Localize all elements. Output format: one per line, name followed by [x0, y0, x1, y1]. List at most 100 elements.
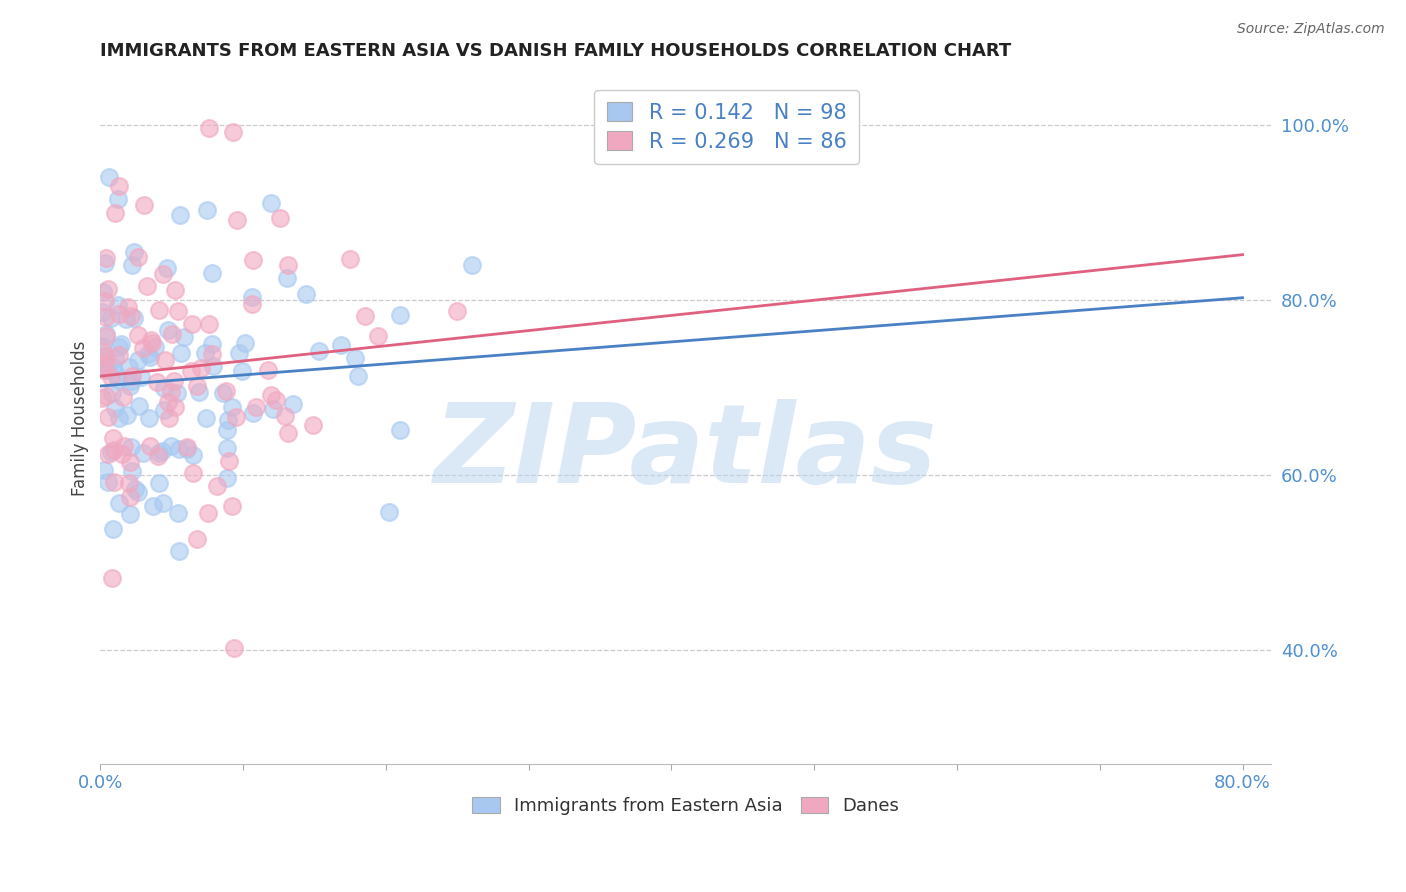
Point [105, 367, 128, 381]
Point [121, 464, 143, 478]
Point [91, 345, 114, 359]
Point [215, 442, 238, 456]
Point [94, 361, 117, 376]
Point [163, 374, 186, 388]
Point [353, 310, 375, 324]
Point [143, 340, 166, 354]
Point [195, 203, 218, 218]
Point [139, 351, 162, 365]
Point [260, 195, 283, 210]
Point [93, 463, 115, 477]
Point [446, 304, 468, 318]
Point [197, 506, 219, 520]
Point [176, 440, 198, 454]
Point [101, 431, 124, 445]
Point [101, 571, 124, 585]
Point [176, 442, 198, 456]
Point [162, 327, 184, 342]
Point [240, 297, 263, 311]
Point [389, 309, 412, 323]
Point [90, 339, 112, 353]
Point [104, 401, 127, 416]
Point [156, 260, 179, 275]
Point [91, 305, 114, 319]
Point [228, 346, 250, 360]
Point [107, 192, 129, 206]
Point [153, 402, 176, 417]
Point [112, 390, 135, 404]
Point [118, 476, 141, 491]
Point [94, 357, 117, 371]
Point [283, 397, 305, 411]
Point [131, 445, 153, 459]
Point [180, 364, 202, 378]
Point [153, 352, 176, 367]
Point [93, 349, 115, 363]
Point [118, 507, 141, 521]
Point [226, 212, 249, 227]
Point [233, 335, 256, 350]
Point [127, 485, 149, 500]
Point [262, 402, 284, 417]
Point [274, 409, 297, 423]
Point [221, 500, 243, 514]
Point [94, 349, 117, 363]
Text: Source: ZipAtlas.com: Source: ZipAtlas.com [1237, 22, 1385, 37]
Point [139, 333, 162, 347]
Text: ZIPatlas: ZIPatlas [434, 400, 938, 506]
Point [94, 255, 117, 269]
Point [460, 258, 482, 272]
Point [170, 346, 193, 360]
Point [181, 466, 204, 480]
Point [96, 363, 118, 377]
Point [152, 267, 174, 281]
Point [108, 307, 131, 321]
Legend: Immigrants from Eastern Asia, Danes: Immigrants from Eastern Asia, Danes [464, 788, 908, 824]
Point [122, 310, 145, 325]
Point [100, 370, 122, 384]
Point [100, 385, 122, 400]
Point [124, 482, 146, 496]
Point [107, 298, 129, 312]
Point [93, 285, 115, 299]
Point [308, 343, 330, 358]
Point [152, 496, 174, 510]
Point [100, 444, 122, 458]
Point [146, 449, 169, 463]
Point [222, 125, 245, 139]
Point [129, 370, 152, 384]
Point [118, 379, 141, 393]
Point [97, 282, 120, 296]
Point [97, 447, 120, 461]
Point [128, 399, 150, 413]
Point [173, 330, 195, 344]
Point [94, 326, 117, 341]
Point [160, 438, 183, 452]
Point [215, 423, 238, 437]
Point [96, 360, 118, 375]
Point [156, 394, 179, 409]
Point [166, 386, 188, 401]
Point [120, 309, 142, 323]
Point [163, 283, 186, 297]
Point [96, 251, 118, 265]
Point [110, 336, 132, 351]
Point [388, 423, 411, 437]
Point [242, 406, 264, 420]
Point [132, 197, 155, 211]
Point [146, 375, 169, 389]
Point [138, 439, 160, 453]
Point [347, 369, 370, 384]
Point [90, 391, 112, 405]
Point [167, 304, 190, 318]
Point [260, 388, 283, 402]
Point [157, 323, 180, 337]
Point [152, 381, 174, 395]
Point [117, 300, 139, 314]
Point [114, 439, 136, 453]
Point [231, 364, 253, 378]
Point [94, 328, 117, 343]
Point [160, 384, 183, 399]
Point [277, 426, 299, 441]
Point [194, 411, 217, 425]
